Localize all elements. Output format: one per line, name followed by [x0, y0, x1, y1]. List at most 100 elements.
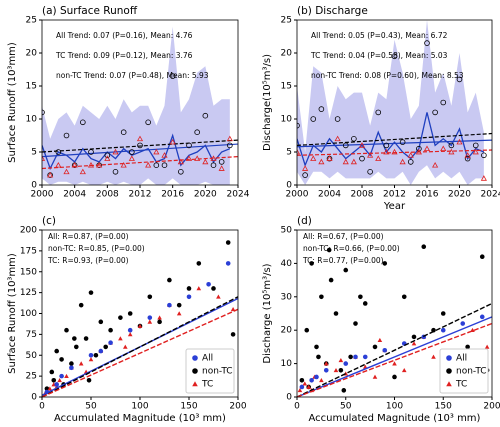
point: [225, 261, 231, 266]
tc-marker: [448, 148, 455, 155]
y-tick-label: 0: [31, 393, 37, 403]
point: [167, 302, 172, 308]
point: [202, 112, 209, 119]
y-tick-label: 125: [20, 288, 37, 298]
point: [206, 281, 211, 287]
x-tick-label: 150: [435, 402, 452, 412]
tc-marker: [372, 374, 378, 379]
point: [382, 261, 388, 266]
panel-title: (d): [297, 215, 312, 227]
annotation: non-TC: R=0.66, (P=0.00): [303, 244, 400, 253]
x-axis-label: Accumulated Magnitude (10³ mm): [54, 413, 226, 424]
point: [161, 162, 168, 169]
point: [69, 365, 74, 371]
point: [310, 116, 317, 122]
point: [137, 142, 143, 149]
y-tick-label: 10: [26, 115, 38, 125]
point: [440, 311, 446, 316]
tc-marker: [338, 357, 344, 363]
point: [309, 261, 314, 266]
tc-marker: [226, 135, 233, 142]
plot-area: [297, 20, 492, 185]
tc-marker: [342, 158, 349, 165]
tc-marker: [127, 332, 133, 337]
tc-marker: [401, 367, 407, 373]
point: [416, 145, 422, 152]
spread-band: [297, 20, 484, 185]
point: [54, 348, 59, 354]
tc-marker: [47, 386, 53, 391]
point: [460, 321, 466, 326]
y-tick-label: 0: [286, 181, 292, 191]
x-tick-label: 150: [180, 402, 197, 412]
tc-marker: [196, 286, 202, 291]
x-tick-label: 2008: [96, 190, 119, 200]
point: [225, 240, 231, 245]
tc-marker: [120, 161, 127, 168]
tc-marker: [323, 361, 329, 366]
point: [421, 244, 427, 249]
y-tick-label: 50: [26, 351, 38, 361]
point: [88, 352, 94, 358]
point: [342, 142, 349, 149]
tc-marker: [415, 148, 422, 155]
point: [343, 267, 349, 273]
tc-marker: [157, 315, 162, 320]
point: [351, 136, 357, 142]
point: [401, 294, 407, 300]
point: [54, 382, 59, 387]
point: [341, 388, 347, 393]
tc-marker: [216, 294, 221, 299]
series-line: [297, 112, 485, 168]
point: [129, 149, 135, 155]
legend-label: TC: [201, 380, 213, 390]
point: [186, 286, 192, 291]
tc-marker: [145, 161, 152, 168]
tc-marker: [118, 336, 123, 341]
point: [98, 319, 104, 325]
tc-marker: [194, 155, 201, 161]
annotation: non-TC Trend: 0.07 (P=0.48), Mean: 5.93: [56, 71, 209, 80]
point: [304, 327, 310, 333]
panel-title: (b) Discharge: [297, 5, 368, 17]
point: [42, 109, 45, 116]
tc-marker: [411, 341, 417, 346]
y-tick-label: 15: [281, 82, 292, 92]
point: [147, 294, 153, 300]
point: [299, 378, 305, 383]
point: [334, 116, 341, 122]
spread-band: [42, 26, 230, 185]
point: [103, 344, 108, 350]
x-tick-label: 0: [294, 402, 300, 412]
point: [472, 142, 479, 149]
point: [63, 132, 70, 139]
tc-marker: [302, 165, 309, 171]
trend-line: [297, 149, 492, 156]
point: [120, 129, 127, 136]
point: [383, 142, 390, 149]
tc-marker: [63, 168, 70, 175]
y-tick-label: 75: [26, 330, 37, 340]
y-tick-label: 20: [281, 49, 293, 59]
point: [230, 332, 236, 337]
tc-marker: [431, 354, 436, 359]
tc-marker: [319, 378, 324, 383]
y-tick-label: 25: [281, 16, 292, 26]
point: [192, 368, 198, 374]
tc-marker: [176, 311, 182, 316]
tc-marker: [446, 381, 452, 387]
point: [72, 336, 77, 341]
axes-frame: [296, 229, 493, 398]
x-tick-label: 2012: [383, 190, 406, 200]
tc-marker: [78, 361, 84, 366]
annotation: All: R=0.87, (P=0.00): [48, 232, 129, 241]
point: [326, 247, 332, 253]
y-tick-label: 0: [286, 393, 292, 403]
point: [446, 355, 452, 361]
point: [299, 384, 305, 390]
panel: (c) Surface Runoff (10³mm) Accumulated Mag…: [7, 215, 247, 424]
plot-area: [297, 244, 492, 397]
tc-marker: [375, 155, 382, 161]
point: [167, 277, 172, 283]
point: [359, 155, 365, 162]
